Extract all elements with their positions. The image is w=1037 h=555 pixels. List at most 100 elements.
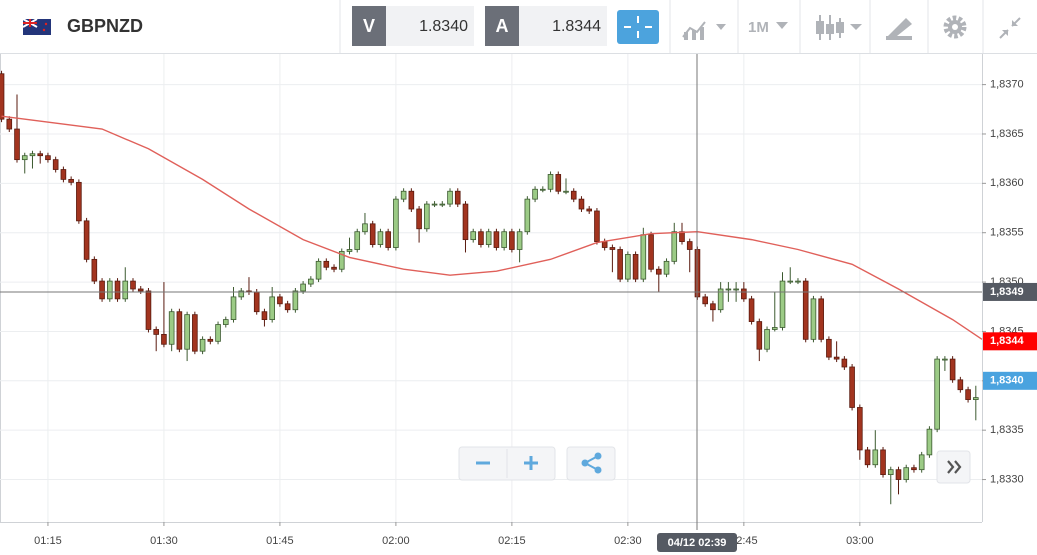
candle-body xyxy=(161,334,167,345)
candle-body xyxy=(578,198,585,210)
candle-body xyxy=(122,280,129,300)
candle-body xyxy=(710,303,716,311)
candle-body xyxy=(130,280,136,290)
candle-body xyxy=(563,190,569,193)
candle-body xyxy=(153,329,159,335)
candle-body xyxy=(377,231,384,245)
candle-body xyxy=(346,249,353,252)
candle-body xyxy=(137,288,144,292)
candle-body xyxy=(942,358,948,361)
x-tick-label: 03:00 xyxy=(846,535,874,547)
candle-body xyxy=(52,159,59,170)
candle-body xyxy=(926,428,933,456)
candle-body xyxy=(663,260,670,275)
candle-body xyxy=(895,469,902,480)
candle-body xyxy=(725,288,732,291)
symbol: GBPNZD xyxy=(67,16,143,36)
candle-body xyxy=(362,223,368,233)
candle-style-button[interactable] xyxy=(816,15,862,40)
candle-body xyxy=(60,169,67,180)
header-bar: GBPNZD V 1.8340 A 1.8344 1M xyxy=(0,0,1037,54)
candle-body xyxy=(485,231,492,245)
ask-value-box[interactable] xyxy=(519,6,607,46)
bid-label[interactable]: V xyxy=(363,16,375,36)
candle-body xyxy=(21,155,28,161)
bid-value-box[interactable] xyxy=(386,6,474,46)
candle-body xyxy=(192,314,198,352)
ask-label[interactable]: A xyxy=(496,16,509,36)
candle-body xyxy=(308,278,314,285)
candle-body xyxy=(648,234,654,270)
zoom-controls[interactable] xyxy=(458,446,556,481)
candle-body xyxy=(741,288,747,300)
price-tag-label: 1,8340 xyxy=(990,375,1024,387)
candle-body xyxy=(756,321,763,350)
timeframe-button[interactable]: 1M xyxy=(748,19,788,36)
candle-body xyxy=(261,311,268,320)
y-tick-label: 1,8330 xyxy=(990,473,1024,485)
crosshair-button[interactable] xyxy=(617,10,659,44)
candle-body xyxy=(609,247,616,250)
candle-body xyxy=(524,198,531,233)
candle-body xyxy=(230,296,237,320)
candle-body xyxy=(253,291,260,313)
bid-label-box[interactable] xyxy=(352,6,386,46)
candle-body xyxy=(300,283,306,292)
candle-body xyxy=(903,467,910,480)
candle-body xyxy=(841,358,848,368)
candle-body xyxy=(934,358,940,430)
x-tick-label: 01:15 xyxy=(34,535,62,547)
candle-body xyxy=(269,296,275,320)
flag-icon xyxy=(22,18,51,35)
candle-body xyxy=(408,190,415,210)
moving-average-line xyxy=(1,115,983,340)
candle-body xyxy=(416,208,422,230)
candle-body xyxy=(771,327,778,330)
candle-body xyxy=(764,329,770,350)
candle-body xyxy=(68,178,74,183)
candle-body xyxy=(586,208,592,212)
candle-body xyxy=(679,231,685,242)
ask-label-box[interactable] xyxy=(485,6,519,46)
candle-body xyxy=(323,260,330,268)
candle-body xyxy=(215,324,221,342)
share-button[interactable] xyxy=(566,446,616,481)
collapse-button[interactable] xyxy=(999,17,1021,39)
candle-body xyxy=(795,280,801,283)
zoom-in[interactable] xyxy=(524,456,538,470)
overlay: 04/12 02:39 1,8349 1,8344 1,8340 xyxy=(0,53,1037,552)
ask-button[interactable]: A 1.8344 xyxy=(485,6,607,46)
chart-type-button[interactable] xyxy=(682,21,726,40)
candle-body xyxy=(872,449,879,466)
timeframe[interactable]: 1M xyxy=(748,19,769,36)
crosshair-time-tag xyxy=(657,533,737,552)
scroll-end-button[interactable] xyxy=(936,450,971,484)
bid-button[interactable]: V 1.8340 xyxy=(352,6,474,46)
candle-body xyxy=(733,288,739,291)
candle-body xyxy=(640,234,647,280)
candle-body xyxy=(501,231,507,248)
drawing-tool-button[interactable] xyxy=(886,18,912,40)
candle-body xyxy=(818,298,824,340)
candle-body xyxy=(671,231,678,262)
candle-body xyxy=(655,268,662,275)
ask-value[interactable]: 1.8344 xyxy=(552,18,601,35)
candle-body xyxy=(168,311,175,345)
y-tick-label: 1,8370 xyxy=(990,79,1024,91)
y-tick-label: 1,8365 xyxy=(990,128,1024,140)
crosshair-time: 04/12 02:39 xyxy=(668,537,727,549)
crosshair-price-tag xyxy=(983,282,1037,301)
candle-body xyxy=(14,128,20,161)
x-tick-label: 02:00 xyxy=(382,535,410,547)
candle-body xyxy=(478,231,484,245)
candle-body xyxy=(516,231,523,250)
candle-body xyxy=(570,190,577,200)
x-tick-label: 01:30 xyxy=(150,535,178,547)
candle-body xyxy=(864,449,871,466)
bid-value[interactable]: 1.8340 xyxy=(419,18,468,35)
settings-button[interactable] xyxy=(943,15,967,39)
candle-body xyxy=(617,249,623,280)
candle-body xyxy=(454,190,461,205)
candle-body xyxy=(447,190,453,205)
